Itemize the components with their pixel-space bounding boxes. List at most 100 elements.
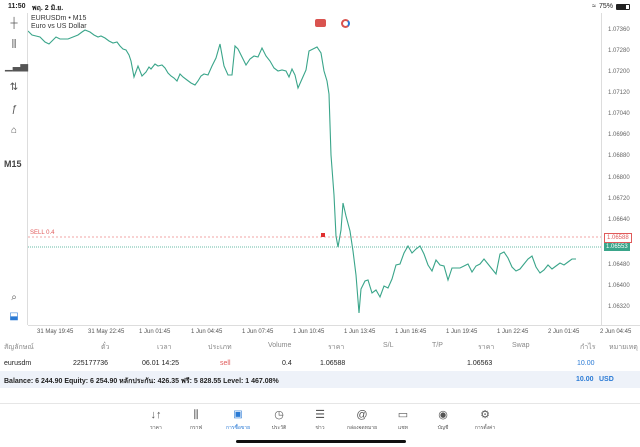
account-summary: Balance: 6 244.90 Equity: 6 254.90 หลักป…: [0, 371, 640, 388]
chart-toolbar: ┼ ⫼ ▁▃▅ ⇅ ƒ ⌂ M15 ⌕ ⬓: [0, 13, 28, 325]
cell-ticket: 225177736: [73, 360, 109, 367]
status-bar: 11:50 พฤ. 2 มิ.ย. ≈ 75%: [0, 0, 640, 13]
cell-open-price: 1.06588: [320, 360, 346, 367]
mailbox-icon: @: [356, 409, 368, 421]
col-open-price[interactable]: ราคา: [328, 344, 345, 351]
tab-news[interactable]: ☰ ข่าว: [300, 408, 340, 432]
timeframe-button[interactable]: M15: [4, 159, 22, 169]
x-label: 1 Jun 04:45: [191, 329, 223, 335]
sell-line-label: SELL 0.4: [30, 230, 55, 236]
tab-label: กล่องจดหมาย: [346, 425, 378, 431]
tab-label: กราฟ: [189, 425, 203, 431]
col-swap[interactable]: Swap: [512, 342, 530, 349]
price-line: [28, 29, 601, 314]
x-label: 31 May 19:45: [37, 329, 74, 335]
status-time: 11:50: [8, 3, 26, 10]
col-volume[interactable]: Volume: [268, 342, 292, 349]
col-price[interactable]: ราคา: [478, 344, 495, 351]
cell-price: 1.06563: [467, 360, 493, 367]
x-label: 1 Jun 10:45: [293, 329, 325, 335]
crosshair-icon[interactable]: ┼: [10, 18, 18, 29]
price-axis[interactable]: 1.07360 1.07280 1.07200 1.07120 1.07040 …: [601, 13, 640, 325]
y-label: 1.06640: [608, 217, 630, 223]
tab-label: ราคา: [150, 425, 162, 431]
col-tp[interactable]: T/P: [432, 342, 443, 349]
currency: USD: [599, 376, 614, 383]
y-label: 1.06320: [608, 304, 630, 310]
x-label: 1 Jun 19:45: [446, 329, 478, 335]
one-click-trading-icon[interactable]: ⬓: [9, 311, 19, 322]
wifi-icon: ≈: [592, 3, 596, 10]
battery-percent: 75%: [598, 3, 613, 10]
battery-icon: [616, 3, 630, 10]
tab-trade[interactable]: ▣ การซื้อขาย: [218, 408, 258, 432]
tab-charts[interactable]: ⫼ กราฟ: [176, 408, 216, 432]
cell-symbol: eurusdm: [4, 360, 32, 367]
sell-price-tag: 1.06588: [604, 233, 632, 243]
y-label: 1.07280: [608, 48, 630, 54]
time-axis[interactable]: 31 May 19:45 31 May 22:45 1 Jun 01:45 1 …: [28, 325, 640, 337]
news-icon: ☰: [315, 409, 325, 421]
y-label: 1.07120: [608, 90, 630, 96]
y-label: 1.07360: [608, 27, 630, 33]
col-sl[interactable]: S/L: [383, 342, 394, 349]
tab-chat[interactable]: ▭ แชท: [383, 408, 423, 432]
tab-account[interactable]: ◉ บัญชี: [423, 408, 463, 432]
chart-description: Euro vs US Dollar: [31, 23, 87, 30]
home-indicator[interactable]: [236, 440, 406, 443]
col-symbol[interactable]: สัญลักษณ์: [4, 344, 34, 351]
chart-icon: ⫼: [193, 409, 199, 421]
tab-mailbox[interactable]: @ กล่องจดหมาย: [342, 408, 382, 432]
cell-profit: 10.00: [577, 360, 595, 367]
col-type[interactable]: ประเภท: [208, 344, 232, 351]
tab-settings[interactable]: ⚙ การตั้งค่า: [465, 408, 505, 432]
col-comment[interactable]: หมายเหตุ: [609, 344, 638, 351]
tab-label: ข่าว: [315, 425, 325, 431]
buy-sell-panel-icon[interactable]: [315, 19, 326, 27]
function-icon[interactable]: ƒ: [11, 104, 17, 115]
tab-label: การซื้อขาย: [225, 425, 251, 431]
objects-icon[interactable]: ⇅: [9, 82, 19, 93]
y-label: 1.06960: [608, 132, 630, 138]
x-label: 2 Jun 01:45: [548, 329, 580, 335]
chart-symbol-title: EURUSDm • M15: [31, 15, 87, 22]
shapes-icon[interactable]: ⌂: [10, 125, 18, 136]
settings-icon: ⚙: [480, 409, 490, 421]
col-ticket[interactable]: ตั๋ว: [101, 344, 110, 351]
x-label: 1 Jun 22:45: [497, 329, 529, 335]
y-label: 1.07040: [608, 111, 630, 117]
bid-price-tag: 1.06553: [604, 243, 630, 251]
table-row[interactable]: eurusdm 225177736 06.01 14:25 sell 0.4 1…: [0, 355, 640, 373]
trade-icon: ▣: [233, 409, 243, 420]
col-profit[interactable]: กำไร: [580, 344, 596, 351]
quotes-icon: ↓↑: [150, 409, 162, 421]
y-label: 1.06720: [608, 196, 630, 202]
chart-search-icon[interactable]: ⌕: [11, 292, 17, 303]
table-header: สัญลักษณ์ ตั๋ว เวลา ประเภท Volume ราคา S…: [0, 337, 640, 355]
y-label: 1.06480: [608, 262, 630, 268]
y-label: 1.06880: [608, 153, 630, 159]
tab-history[interactable]: ◷ ประวัติ: [259, 408, 299, 432]
tab-label: ประวัติ: [271, 425, 287, 431]
y-label: 1.06400: [608, 283, 630, 289]
bottom-tab-bar: ↓↑ ราคา ⫼ กราฟ ▣ การซื้อขาย ◷ ประวัติ ☰ ข่าว …: [0, 403, 640, 447]
indicators-icon[interactable]: ▁▃▅: [5, 61, 29, 72]
candlestick-type-icon[interactable]: ⫼: [11, 39, 17, 50]
col-time[interactable]: เวลา: [157, 344, 172, 351]
positions-table: สัญลักษณ์ ตั๋ว เวลา ประเภท Volume ราคา S…: [0, 337, 640, 373]
total-profit: 10.00: [576, 376, 594, 383]
x-label: 1 Jun 16:45: [395, 329, 427, 335]
tab-quotes[interactable]: ↓↑ ราคา: [136, 408, 176, 432]
account-icon: ◉: [438, 409, 448, 421]
chat-icon: ▭: [397, 409, 409, 421]
status-date: พฤ. 2 มิ.ย.: [32, 5, 64, 12]
price-chart[interactable]: EURUSDm • M15 Euro vs US Dollar SELL 0.4: [28, 13, 640, 325]
x-label: 1 Jun 01:45: [139, 329, 171, 335]
tab-label: แชท: [398, 425, 408, 431]
x-label: 1 Jun 13:45: [344, 329, 376, 335]
balance-summary: Balance: 6 244.90 Equity: 6 254.90 หลักป…: [4, 378, 279, 385]
tab-label: บัญชี: [437, 425, 449, 431]
depth-of-market-icon[interactable]: [341, 19, 350, 28]
x-label: 31 May 22:45: [88, 329, 125, 335]
x-label: 2 Jun 04:45: [600, 329, 632, 335]
